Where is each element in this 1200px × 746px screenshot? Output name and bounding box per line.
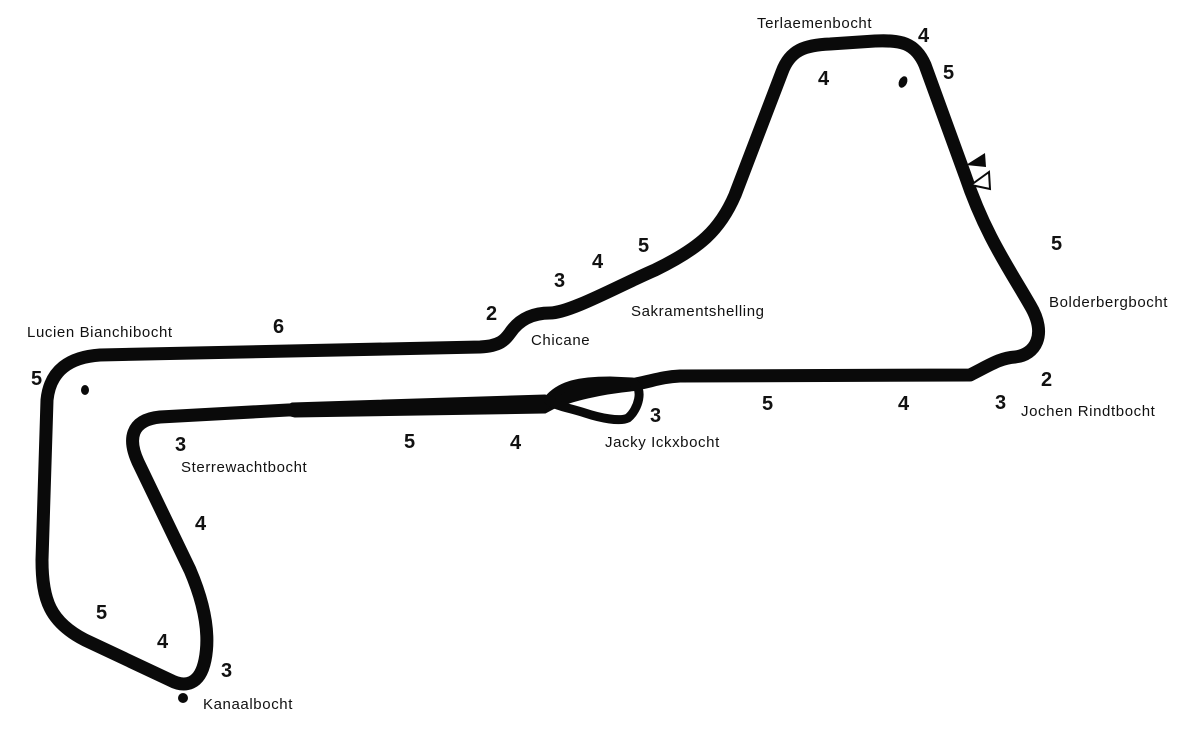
pit-lane [276,394,562,418]
gear-label: 5 [96,602,107,624]
corner-bolderbergbocht: Bolderbergbocht [1049,294,1168,311]
gear-label: 4 [592,251,604,273]
gear-label: 5 [31,368,42,390]
gear-label: 2 [486,303,497,325]
ickx-loop [543,376,644,425]
gear-label: 4 [195,513,207,535]
kanaal-marker-icon [178,693,188,703]
finish-marker-icon [968,170,992,191]
gear-label: 5 [404,431,415,453]
corner-chicane: Chicane [531,332,590,349]
corner-sakramentshelling: Sakramentshelling [631,303,765,320]
corner-terlaemenbocht: Terlaemenbocht [757,15,872,32]
gear-label: 3 [650,405,661,427]
gear-label: 5 [943,62,954,84]
gear-label: 5 [638,235,649,257]
gear-label: 4 [918,25,930,47]
gear-label: 4 [818,68,830,90]
gear-label: 3 [995,392,1006,414]
gear-label: 4 [157,631,169,653]
gear-label: 2 [1041,369,1052,391]
gear-label: 4 [898,393,910,415]
gear-label: 4 [510,432,522,454]
gear-label: 3 [221,660,232,682]
start-marker-icon [966,153,986,167]
gear-label: 6 [273,316,284,338]
terlaemen-marker-icon [898,76,908,88]
gear-label: 5 [1051,233,1062,255]
corner-jacky-ickxbocht: Jacky Ickxbocht [605,434,720,451]
corner-kanaalbocht: Kanaalbocht [203,696,293,713]
gear-label: 3 [175,434,186,456]
track-outline [35,34,1046,691]
gear-label: 5 [762,393,773,415]
corner-jochen-rindtbocht: Jochen Rindtbocht [1021,403,1156,420]
bianchi-marker-icon [81,385,89,395]
corner-lucien-bianchibocht: Lucien Bianchibocht [27,324,173,341]
corner-sterrewachtbocht: Sterrewachtbocht [181,459,308,476]
gear-label: 3 [554,270,565,292]
